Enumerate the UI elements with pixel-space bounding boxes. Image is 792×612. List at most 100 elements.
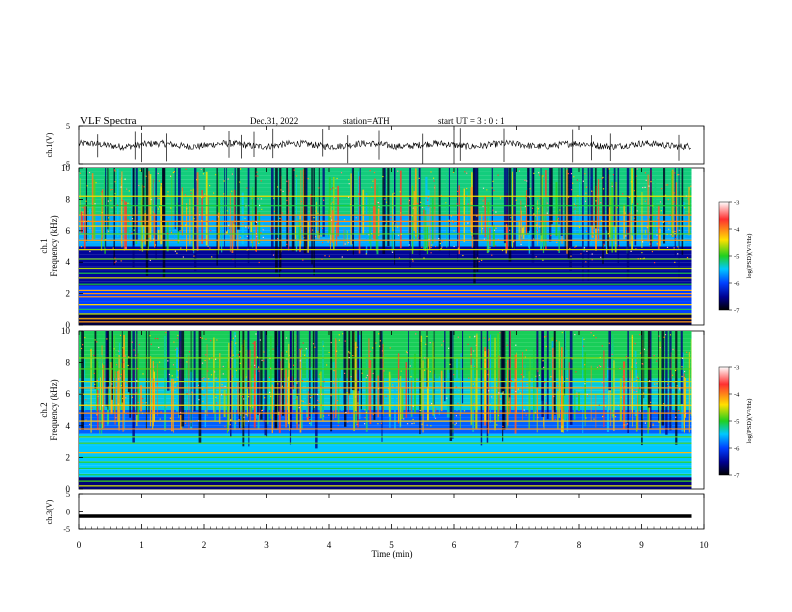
spectrogram-speckle <box>466 172 468 174</box>
spectrogram-speckle <box>352 355 354 357</box>
spectrogram-speckle <box>180 224 182 226</box>
spectrogram-speckle <box>529 380 531 382</box>
spectrogram-speckle <box>133 405 135 407</box>
spectrogram-speckle <box>487 373 489 376</box>
spectrogram-speckle <box>252 406 254 408</box>
spectrogram-burst <box>217 212 220 250</box>
spectrogram-speckle <box>428 238 430 240</box>
spectrogram-speckle <box>465 195 467 197</box>
spectrogram-burst <box>584 352 586 418</box>
spectrogram-speckle <box>545 402 547 404</box>
spectrogram-gap <box>527 168 529 233</box>
spectrogram-speckle <box>626 423 628 425</box>
spectrogram-band <box>79 254 692 259</box>
spectrogram-speckle <box>288 211 290 213</box>
spectrogram-burst <box>603 350 605 427</box>
spectrogram-speckle <box>204 193 206 195</box>
spectrogram-speckle <box>561 331 563 334</box>
spectrogram-speckle <box>488 390 490 392</box>
spectrogram-speckle <box>598 365 600 367</box>
spectrogram-burst <box>611 181 613 253</box>
spectrogram-speckle <box>168 373 170 375</box>
spectrogram-speckle <box>667 184 669 186</box>
spectrogram-burst <box>528 371 530 430</box>
spectrogram-burst <box>131 168 132 235</box>
spectrogram-speckle <box>307 178 309 180</box>
spectrogram-burst <box>252 187 254 248</box>
y-tick-label: -5 <box>63 160 70 169</box>
spectrogram-burst <box>537 200 538 246</box>
spectrogram-gap <box>136 331 138 415</box>
spectrogram-burst <box>164 335 167 431</box>
spectrogram-speckle <box>593 418 595 420</box>
spectrogram-speckle <box>100 195 102 197</box>
spectrogram-burst <box>578 182 581 236</box>
spectrogram-burst <box>294 226 297 239</box>
spectrogram-speckle <box>85 419 87 421</box>
colorbar-tick-label: -3 <box>734 200 739 207</box>
spectrogram-speckle <box>89 250 91 253</box>
spectrogram-speckle <box>317 393 319 396</box>
spectrogram-speckle <box>546 212 548 214</box>
spectrogram-speckle <box>171 375 173 377</box>
spectrogram-burst <box>657 204 660 251</box>
spectrogram-burst <box>118 355 120 431</box>
spectrogram-speckle <box>222 365 224 368</box>
spectrogram-speckle <box>318 187 320 189</box>
spectrogram-speckle <box>318 401 320 403</box>
spectrogram-speckle <box>80 347 83 350</box>
spectrogram-speckle <box>204 354 207 356</box>
spectrogram-speckle <box>153 389 155 391</box>
spectrogram-burst <box>296 225 299 238</box>
spectrogram-burst <box>689 190 691 234</box>
spectrogram-speckle <box>559 407 561 409</box>
spectrogram-speckle <box>294 379 297 381</box>
spectrogram-speckle <box>159 418 161 420</box>
spectrogram-speckle <box>369 351 371 353</box>
spectrogram-gap <box>237 168 240 230</box>
spectrogram-speckle <box>556 241 558 243</box>
spectrogram-speckle <box>675 238 677 240</box>
spectrogram-burst <box>393 209 395 249</box>
spectrogram-burst <box>241 192 244 245</box>
spectrogram-speckle <box>329 244 331 246</box>
spectrogram-speckle <box>535 375 537 377</box>
spectrogram-gap <box>452 331 454 439</box>
spectrogram-speckle <box>127 202 129 204</box>
spectrogram-gap <box>282 331 285 416</box>
spectrogram-speckle <box>416 202 418 204</box>
spectrogram-speckle <box>167 191 169 193</box>
spectrogram-speckle <box>131 218 134 220</box>
y-tick-label: 6 <box>66 226 71 236</box>
spectrogram-speckle <box>110 189 112 191</box>
spectrogram-speckle <box>338 339 340 341</box>
spectrogram-speckle <box>303 237 305 239</box>
spectrogram-speckle <box>288 354 290 356</box>
spectrogram-speckle <box>113 387 115 389</box>
spectrogram-speckle <box>584 383 586 385</box>
spectrogram-speckle <box>314 346 316 348</box>
spectrogram-gap <box>602 168 604 265</box>
spectrogram-burst <box>221 197 223 253</box>
spectrogram-speckle <box>489 403 491 405</box>
spectrogram-speckle <box>269 391 271 393</box>
spectrogram-burst <box>374 178 376 241</box>
spectrogram-speckle <box>348 183 350 185</box>
spectrogram-speckle <box>635 175 638 177</box>
spectrogram-speckle <box>593 334 595 337</box>
spectrogram-speckle <box>188 351 191 353</box>
spectrogram-speckle <box>241 396 243 398</box>
spectrogram-gap <box>595 168 597 229</box>
spectrogram-burst <box>644 229 646 236</box>
spectrogram-gap <box>238 331 240 428</box>
spectrogram-speckle <box>643 348 646 350</box>
spectrogram-speckle <box>307 417 309 419</box>
spectrogram-speckle <box>296 382 298 384</box>
spectrogram-speckle <box>433 180 435 182</box>
x-tick-label: 5 <box>389 540 394 550</box>
spectrogram-gap <box>382 168 386 254</box>
spectrogram-speckle <box>501 249 504 252</box>
spectrogram-speckle <box>258 366 260 368</box>
spectrogram-speckle <box>115 364 118 366</box>
spectrogram-band <box>79 417 692 422</box>
